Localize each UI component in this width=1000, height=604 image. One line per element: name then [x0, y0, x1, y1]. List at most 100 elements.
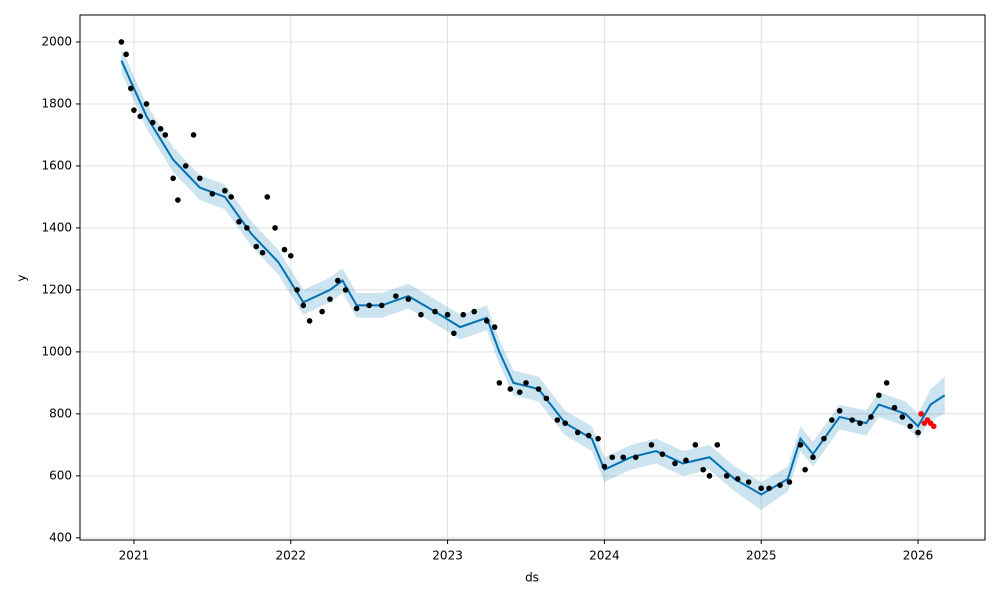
observed-point — [342, 287, 349, 293]
observed-point — [444, 311, 451, 318]
observed-point — [849, 417, 855, 423]
observed-point — [123, 51, 129, 58]
observed-point — [683, 457, 689, 464]
uncertainty-band — [121, 48, 945, 510]
observed-point — [281, 246, 288, 253]
future-point — [918, 411, 924, 417]
observed-point — [405, 296, 412, 302]
observed-point — [868, 414, 874, 420]
observed-point — [253, 243, 260, 250]
observed-point — [209, 191, 216, 197]
observed-point — [836, 407, 843, 414]
observed-point — [222, 187, 228, 194]
observed-point — [306, 318, 313, 324]
observed-point — [483, 318, 490, 324]
observed-point — [758, 485, 765, 492]
y-axis-label: y — [15, 274, 29, 281]
observed-point — [264, 194, 271, 200]
observed-point — [157, 125, 164, 132]
observed-point — [162, 132, 169, 138]
observed-point — [706, 473, 713, 479]
x-tick-label: 2025 — [746, 549, 777, 563]
observed-point — [915, 429, 921, 436]
observed-point — [118, 39, 125, 45]
observed-point — [378, 302, 385, 309]
observed-point — [876, 392, 882, 399]
observed-point — [857, 420, 863, 426]
observed-point — [128, 85, 134, 92]
observed-point — [460, 311, 467, 318]
observed-point — [777, 482, 783, 488]
x-tick-label: 2023 — [432, 549, 463, 563]
observed-point — [620, 454, 627, 461]
y-tick-label: 1400 — [41, 220, 72, 234]
observed-point — [883, 380, 890, 386]
observed-point — [190, 132, 197, 138]
observed-point — [182, 163, 189, 169]
x-tick-label: 2022 — [275, 549, 306, 563]
y-tick-label: 800 — [49, 406, 72, 420]
observed-point — [353, 305, 360, 312]
observed-point — [786, 479, 793, 485]
observed-point — [149, 119, 156, 126]
observed-point — [700, 466, 706, 473]
x-tick-label: 2026 — [903, 549, 934, 563]
observed-point — [287, 253, 294, 259]
observed-point — [828, 417, 835, 423]
observed-point — [236, 218, 242, 225]
observed-point — [228, 194, 234, 200]
observed-point — [516, 389, 523, 395]
observed-point — [648, 442, 655, 448]
observed-point — [523, 380, 529, 386]
y-tick-label: 600 — [49, 468, 72, 482]
observed-point — [595, 435, 601, 442]
y-tick-label: 400 — [49, 530, 72, 544]
observed-point — [366, 302, 372, 309]
observed-point — [543, 395, 550, 402]
observed-point — [272, 225, 278, 231]
observed-point — [601, 463, 608, 470]
observed-point — [632, 454, 639, 461]
y-tick-label: 1800 — [41, 96, 72, 110]
observed-point — [692, 442, 699, 448]
observed-point — [131, 107, 137, 113]
x-tick-label: 2021 — [119, 549, 150, 563]
observed-point — [175, 197, 181, 203]
observed-point — [535, 386, 542, 392]
observed-point — [432, 308, 438, 315]
observed-point — [451, 330, 457, 337]
observed-point — [170, 175, 176, 182]
observed-point — [137, 113, 144, 120]
observed-point — [821, 435, 827, 442]
forecast-line — [120, 60, 946, 496]
observed-point — [734, 476, 741, 482]
observed-point — [300, 302, 307, 309]
observed-point — [319, 308, 325, 315]
future-point — [930, 423, 937, 430]
observed-point — [197, 175, 203, 182]
observed-point — [609, 454, 616, 461]
observed-point — [554, 417, 561, 423]
observed-point — [899, 414, 906, 420]
observed-point — [562, 420, 568, 426]
observed-point — [418, 311, 424, 318]
observed-point — [496, 380, 503, 386]
observed-point — [491, 324, 498, 330]
observed-point — [659, 451, 666, 457]
observed-point — [574, 429, 581, 436]
observed-point — [507, 386, 514, 392]
plot-frame — [79, 14, 986, 541]
y-tick-label: 1000 — [41, 344, 72, 358]
observed-point — [672, 460, 678, 467]
observed-point — [393, 293, 399, 299]
observed-point — [766, 485, 772, 492]
observed-point — [714, 442, 721, 448]
observed-point — [723, 473, 730, 479]
observed-point — [335, 277, 341, 284]
observed-point — [745, 479, 752, 485]
y-tick-label: 1600 — [41, 158, 72, 172]
x-axis-label: ds — [525, 571, 539, 585]
observed-point — [802, 466, 808, 473]
